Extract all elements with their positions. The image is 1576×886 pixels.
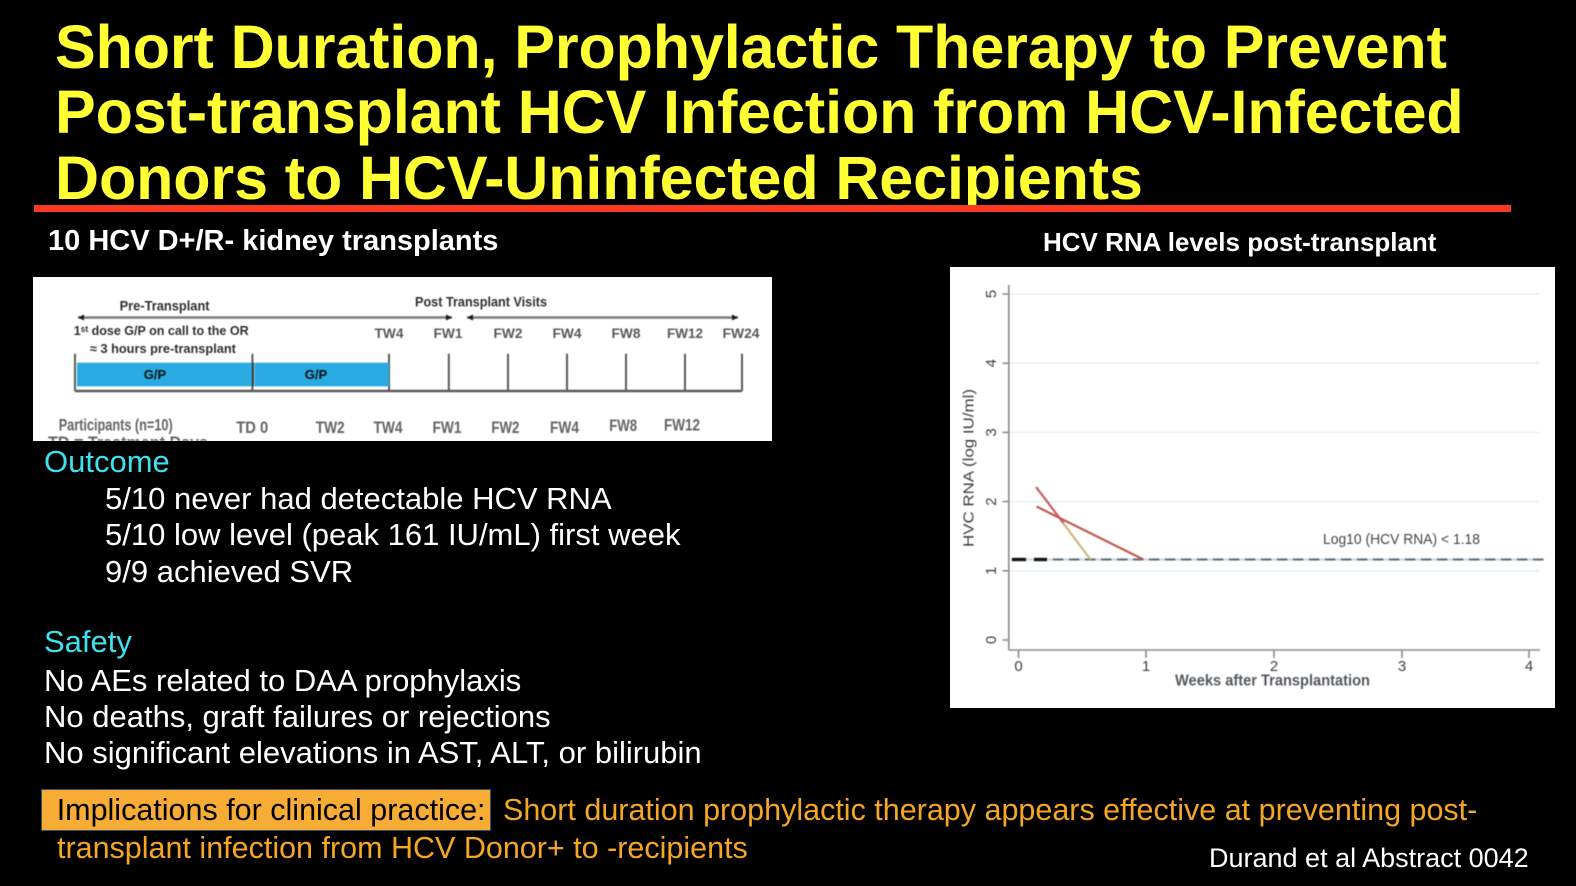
svg-text:TW4: TW4	[374, 419, 404, 437]
svg-text:Pre-Transplant: Pre-Transplant	[120, 297, 210, 313]
svg-text:1ˢᵗ dose G/P on call to the OR: 1ˢᵗ dose G/P on call to the OR	[74, 323, 250, 338]
svg-text:0: 0	[983, 636, 1000, 644]
svg-text:HVC RNA (log IU/ml): HVC RNA (log IU/ml)	[961, 389, 978, 547]
svg-text:Participants (n=10): Participants (n=10)	[59, 416, 173, 434]
svg-text:0: 0	[1014, 658, 1022, 675]
svg-text:Log10 (HCV RNA) < 1.18: Log10 (HCV RNA) < 1.18	[1323, 532, 1480, 548]
svg-text:2: 2	[983, 497, 1000, 505]
svg-text:FW24: FW24	[723, 325, 760, 341]
svg-text:TW4: TW4	[375, 325, 404, 341]
svg-text:TD = Treatment Days: TD = Treatment Days	[48, 434, 208, 441]
svg-text:FW2: FW2	[494, 325, 523, 341]
svg-text:FW1: FW1	[433, 419, 462, 437]
svg-text:4: 4	[1525, 658, 1533, 675]
svg-text:1: 1	[1142, 658, 1150, 675]
svg-text:≈ 3 hours pre-transplant: ≈ 3 hours pre-transplant	[90, 341, 237, 356]
svg-text:Weeks after Transplantation: Weeks after Transplantation	[1175, 673, 1370, 690]
svg-text:TD 0: TD 0	[236, 419, 268, 437]
svg-text:FW8: FW8	[609, 417, 637, 435]
svg-text:FW8: FW8	[612, 325, 641, 341]
svg-text:FW1: FW1	[434, 325, 463, 341]
svg-text:3: 3	[1398, 658, 1406, 675]
svg-text:FW2: FW2	[491, 419, 519, 437]
svg-text:3: 3	[983, 428, 1000, 436]
svg-text:5: 5	[983, 290, 1000, 298]
svg-text:1: 1	[983, 567, 1000, 575]
svg-text:G/P: G/P	[144, 367, 167, 382]
svg-text:Post Transplant Visits: Post Transplant Visits	[415, 294, 547, 310]
svg-text:TW2: TW2	[316, 419, 345, 437]
svg-text:2: 2	[1270, 658, 1278, 675]
svg-text:FW12: FW12	[664, 417, 700, 435]
svg-text:FW12: FW12	[667, 325, 703, 341]
svg-text:FW4: FW4	[550, 419, 580, 437]
svg-text:4: 4	[983, 359, 1000, 367]
svg-text:FW4: FW4	[553, 325, 582, 341]
svg-text:G/P: G/P	[305, 367, 328, 382]
